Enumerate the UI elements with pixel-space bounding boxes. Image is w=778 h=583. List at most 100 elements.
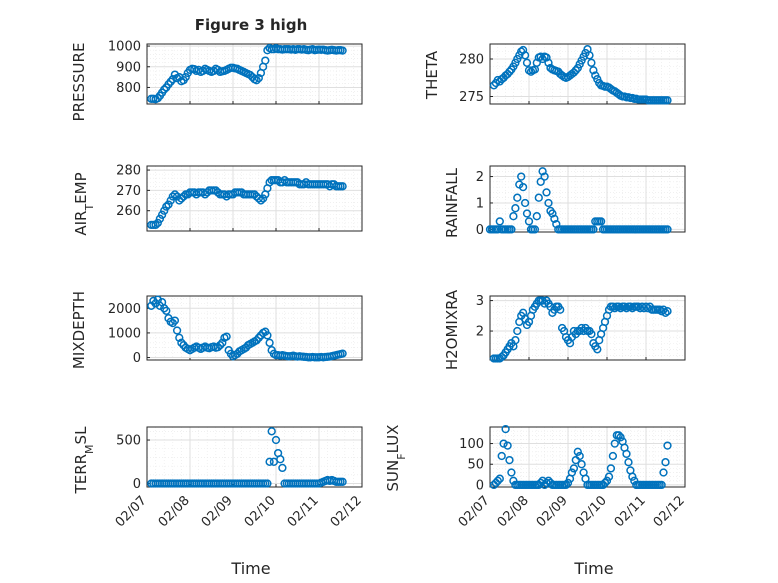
figure-title: Figure 3 high xyxy=(195,16,308,34)
data-point xyxy=(585,51,594,60)
data-point xyxy=(258,194,268,203)
data-point xyxy=(663,441,672,450)
data-point xyxy=(614,431,623,440)
data-point xyxy=(616,433,625,442)
data-point xyxy=(552,219,561,229)
data-point xyxy=(567,468,577,477)
y-tick-label: 50 xyxy=(467,458,484,473)
data-point xyxy=(657,480,666,490)
data-point xyxy=(548,209,557,218)
data-point xyxy=(505,67,514,76)
data-point xyxy=(493,225,502,234)
data-point xyxy=(155,214,165,223)
y-tick-label: 900 xyxy=(116,60,141,75)
data-point xyxy=(661,308,670,317)
data-point xyxy=(218,338,227,347)
data-point xyxy=(622,304,631,313)
data-point xyxy=(534,193,543,202)
data-point xyxy=(263,479,272,488)
data-point xyxy=(569,464,579,473)
data-point xyxy=(610,439,619,448)
x-tick-label: 02/09 xyxy=(199,493,236,530)
data-point xyxy=(278,463,287,473)
data-point xyxy=(626,302,635,311)
data-point xyxy=(561,480,571,490)
ylabel-pressure: PRESSURE xyxy=(70,43,88,122)
data-point xyxy=(271,435,281,445)
data-point xyxy=(338,182,347,191)
y-tick-label: 800 xyxy=(116,81,141,96)
data-point xyxy=(577,460,586,469)
data-point xyxy=(614,302,623,311)
data-point xyxy=(538,54,547,64)
data-point xyxy=(604,472,614,481)
data-point xyxy=(166,196,175,205)
subplot-theta: THETA 275 280 xyxy=(423,43,686,105)
data-point xyxy=(513,326,522,336)
data-point xyxy=(489,81,499,90)
data-point xyxy=(522,209,532,218)
data-point xyxy=(536,177,545,186)
data-point xyxy=(256,196,266,205)
y-tick-label: 0 xyxy=(133,351,141,366)
subplot-rainfall: RAINFALL 0 1 2 xyxy=(443,165,686,238)
data-point xyxy=(620,302,629,311)
axes-border xyxy=(146,165,363,232)
data-point xyxy=(518,45,528,55)
data-point xyxy=(610,304,619,313)
y-tick-label: 0 xyxy=(476,478,484,493)
y-tick-label: 1000 xyxy=(108,40,141,55)
data-point xyxy=(162,306,171,315)
ylabel-rainfall: RAINFALL xyxy=(443,167,461,238)
y-tick-label: 260 xyxy=(116,204,141,219)
data-point xyxy=(511,336,520,345)
data-point xyxy=(657,307,666,316)
y-tick-label: 275 xyxy=(459,90,484,105)
x-tick-label: 02/10 xyxy=(242,493,279,530)
ylabel-sun-flux: SUNFLUX xyxy=(384,425,408,492)
data-point xyxy=(544,58,553,67)
data-point xyxy=(540,172,549,181)
data-point xyxy=(596,217,606,226)
data-point xyxy=(338,477,347,486)
data-point xyxy=(265,457,274,466)
y-tick-label: 2000 xyxy=(108,302,141,317)
axes-box xyxy=(489,165,686,233)
data-point xyxy=(608,302,618,311)
data-point xyxy=(151,220,160,230)
y-tick-label: 1 xyxy=(476,196,484,211)
data-point xyxy=(587,58,596,67)
data-point xyxy=(503,441,512,450)
x-tick-label: 02/09 xyxy=(534,493,571,530)
xlabel-right: Time xyxy=(573,559,613,578)
data-point xyxy=(589,66,598,75)
axes-border xyxy=(146,295,363,361)
x-tick-label: 02/08 xyxy=(156,493,193,530)
data-point xyxy=(164,200,173,209)
data-point xyxy=(542,188,551,197)
data-point xyxy=(254,73,263,83)
subplot-sun-flux: SUNFLUX 0 50 100 02/07 02/08 02/09 02/10 02/11 0… xyxy=(384,425,688,531)
data-point xyxy=(160,85,169,94)
data-point xyxy=(573,447,582,456)
data-point xyxy=(179,192,188,201)
data-point xyxy=(624,458,633,467)
data-point xyxy=(265,338,274,347)
data-point xyxy=(170,190,180,199)
data-point xyxy=(575,451,584,461)
ylabel-h2omixra: H2OMIXRA xyxy=(443,289,461,370)
data-point xyxy=(518,182,528,192)
y-tick-label: 100 xyxy=(459,437,484,452)
data-point xyxy=(267,427,276,436)
data-point xyxy=(602,476,612,485)
data-point xyxy=(542,53,551,62)
y-tick-label: 2 xyxy=(476,325,484,340)
data-point xyxy=(600,478,610,488)
data-point xyxy=(509,212,518,221)
data-point xyxy=(563,478,573,488)
data-point xyxy=(338,349,347,358)
data-point xyxy=(587,329,596,339)
subplot-terr-msl: TERRMSL 0 500 02/07 02/08 02/09 02/10 02/11 02/… xyxy=(72,426,365,530)
subplot-pressure: PRESSURE 800 900 1000 xyxy=(70,40,363,122)
